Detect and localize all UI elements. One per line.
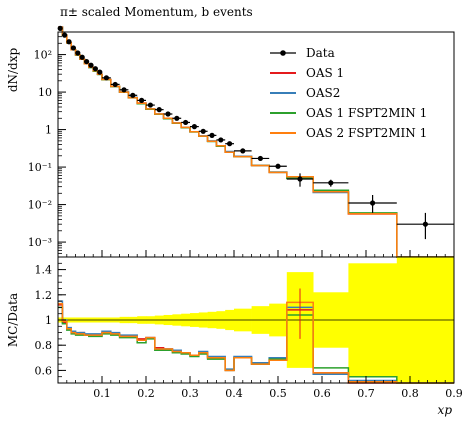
legend: Data OAS 1 OAS2 OAS 1 FSPT2MIN 1 OAS 2 FSPT2… (270, 46, 427, 140)
ratio-xtick-label: 0.5 (269, 387, 287, 400)
data-point (172, 115, 182, 121)
data-point (84, 58, 90, 65)
data-point (154, 107, 164, 113)
ratio-xtick-label: 0.6 (313, 387, 331, 400)
main-ytick-label: 10⁻³ (28, 236, 52, 249)
ratio-xtick-label: 0.1 (93, 387, 111, 400)
ratio-ticks: 1.4 1.2 1 0.8 0.6 0.1 0.2 0.3 0.4 0.5 0.6 0.7 0.8 0.9 (35, 262, 463, 400)
ratio-series-3 (58, 301, 454, 384)
legend-label: OAS 1 (306, 66, 344, 80)
data-point (216, 137, 226, 143)
main-panel: 10² 10 1 10⁻¹ 10⁻² 10⁻³ dN/dxp (6, 25, 455, 258)
main-hist-series-2 (58, 26, 454, 258)
legend-label: OAS2 (306, 86, 340, 100)
legend-entry: OAS 1 (270, 66, 344, 80)
data-point (92, 66, 98, 72)
data-point (348, 195, 397, 213)
main-ytick-label: 1 (45, 124, 52, 137)
main-frame (57, 31, 455, 258)
data-point (286, 173, 314, 187)
data-point (146, 102, 155, 108)
ratio-lines (58, 288, 454, 384)
main-ytick-label: 10² (34, 49, 52, 62)
main-hist-series-3 (58, 26, 454, 258)
data-point (163, 111, 173, 117)
legend-entry: OAS 2 FSPT2MIN 1 (270, 126, 427, 140)
ratio-xtick-label: 0.9 (445, 387, 463, 400)
legend-label: OAS 1 FSPT2MIN 1 (306, 106, 427, 120)
main-hist-series-0 (58, 26, 454, 258)
ratio-xtick-label: 0.4 (225, 387, 243, 400)
ratio-ytick-label: 1 (45, 314, 52, 327)
main-ytick-label: 10⁻¹ (28, 161, 52, 174)
data-point (79, 54, 85, 60)
data-point (313, 179, 349, 187)
ratio-ytick-label: 0.6 (35, 364, 53, 377)
ratio-ytick-label: 1.4 (35, 264, 53, 277)
ratio-panel: 1.4 1.2 1 0.8 0.6 0.1 0.2 0.3 0.4 0.5 0.6 0.7 0.8 0.9… (6, 256, 463, 417)
legend-entry: OAS 1 FSPT2MIN 1 (270, 106, 427, 120)
data-point (190, 124, 199, 130)
data-point (70, 45, 76, 51)
data-point (234, 148, 252, 154)
data-point (269, 163, 287, 169)
data-point (251, 155, 270, 162)
legend-entry: OAS2 (270, 86, 340, 100)
data-point (128, 92, 138, 98)
main-ticks: 10² 10 1 10⁻¹ 10⁻² 10⁻³ (28, 31, 455, 258)
ratio-ytick-label: 1.2 (35, 289, 53, 302)
data-point (198, 128, 208, 134)
main-ylabel: dN/dxp (6, 48, 20, 93)
legend-label: Data (306, 46, 335, 60)
ratio-xtick-label: 0.3 (181, 387, 199, 400)
ratio-ytick-label: 0.8 (35, 339, 53, 352)
data-point (137, 97, 146, 103)
data-point (225, 141, 234, 147)
data-point (97, 69, 103, 75)
ratio-ylabel: MC/Data (6, 293, 20, 347)
data-point (66, 39, 72, 45)
data-point (181, 119, 190, 126)
data-point (119, 87, 129, 93)
chart-title: π± scaled Momentum, b events (60, 5, 253, 19)
data-point (62, 32, 68, 38)
ratio-xtick-label: 0.7 (357, 387, 375, 400)
main-ytick-label: 10 (38, 86, 52, 99)
data-point (75, 50, 81, 56)
main-hist-series-1 (58, 26, 454, 258)
ratio-xtick-label: 0.2 (137, 387, 155, 400)
ratio-xlabel: xp (438, 403, 453, 417)
data-point (207, 132, 217, 138)
data-point (57, 25, 63, 31)
data-point (396, 212, 454, 240)
legend-label: OAS 2 FSPT2MIN 1 (306, 126, 427, 140)
data-point (102, 75, 111, 81)
data-point (88, 62, 94, 68)
ratio-xtick-label: 0.8 (401, 387, 419, 400)
main-data-points (57, 25, 454, 240)
legend-entry: Data (270, 46, 335, 60)
data-point (110, 81, 120, 88)
main-ytick-label: 10⁻² (28, 199, 52, 212)
main-histograms (58, 26, 454, 258)
